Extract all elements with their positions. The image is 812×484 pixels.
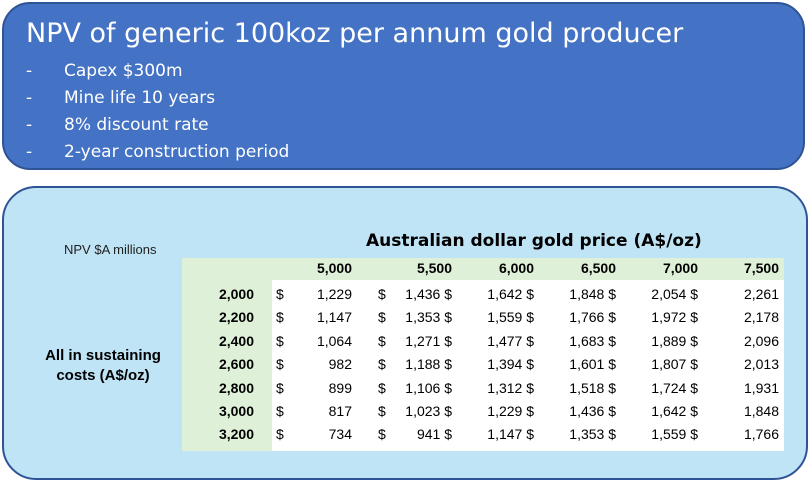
currency-symbol: $: [276, 403, 284, 419]
assumptions-list: - Capex $300m - Mine life 10 years - 8% dis…: [26, 58, 289, 166]
table-cell: 1,601 $: [569, 356, 616, 372]
table-cell: 2,178: [743, 309, 779, 325]
currency-symbol: $: [378, 356, 386, 372]
currency-symbol: $: [378, 309, 386, 325]
table-cell: 1,807 $: [651, 356, 698, 372]
currency-symbol: $: [276, 286, 284, 302]
table-cell: 1,683 $: [569, 333, 616, 349]
column-header: 6,000: [498, 260, 534, 276]
table-cell: 1,312 $: [487, 380, 534, 396]
bullet-text: Mine life 10 years: [64, 88, 216, 108]
table-cell: 1,106 $: [405, 380, 452, 396]
bullet-dash: -: [26, 142, 33, 162]
table-cell: 1,147: [316, 309, 352, 325]
currency-symbol: $: [378, 403, 386, 419]
column-axis-title: Australian dollar gold price (A$/oz): [366, 231, 702, 251]
table-cell: 1,889 $: [651, 333, 698, 349]
table-cell: 1,064: [316, 333, 352, 349]
table-cell: 1,188 $: [405, 356, 452, 372]
currency-symbol: $: [378, 380, 386, 396]
list-item: - Capex $300m: [26, 58, 289, 85]
table-cell: 1,766: [743, 426, 779, 442]
row-header: 3,200: [218, 426, 254, 442]
table-cell: 1,394 $: [487, 356, 534, 372]
bullet-text: Capex $300m: [64, 61, 183, 81]
row-header: 2,200: [218, 309, 254, 325]
list-item: - 8% discount rate: [26, 112, 289, 139]
column-header: 6,500: [580, 260, 616, 276]
table-cell: 899: [328, 380, 352, 396]
table-cell: 2,054 $: [651, 286, 698, 302]
list-item: - 2-year construction period: [26, 139, 289, 166]
row-header: 3,000: [218, 403, 254, 419]
currency-symbol: $: [378, 426, 386, 442]
table-cell: 2,013: [743, 356, 779, 372]
table-cell: 1,766 $: [569, 309, 616, 325]
table-cell: 1,023 $: [405, 403, 452, 419]
bullet-dash: -: [26, 88, 33, 108]
table-cell: 1,931: [743, 380, 779, 396]
header-panel: NPV of generic 100koz per annum gold pro…: [2, 2, 805, 170]
table-cell: 734: [328, 426, 352, 442]
column-header-band: [182, 258, 784, 280]
table-cell: 1,353 $: [405, 309, 452, 325]
table-cell: 1,642 $: [651, 403, 698, 419]
bullet-dash: -: [26, 61, 33, 81]
table-cell: 941 $: [416, 426, 452, 442]
currency-symbol: $: [378, 286, 386, 302]
bullet-text: 8% discount rate: [64, 115, 209, 135]
currency-symbol: $: [276, 426, 284, 442]
header-title: NPV of generic 100koz per annum gold pro…: [26, 18, 684, 49]
currency-symbol: $: [378, 333, 386, 349]
table-cell: 1,848 $: [569, 286, 616, 302]
column-header: 5,500: [416, 260, 452, 276]
table-cell: 1,848: [743, 403, 779, 419]
table-cell: 1,518 $: [569, 380, 616, 396]
table-cell: 1,229: [316, 286, 352, 302]
table-cell: 1,229 $: [487, 403, 534, 419]
table-cell: 1,972 $: [651, 309, 698, 325]
column-header: 7,500: [743, 260, 779, 276]
row-header-band: [182, 280, 272, 451]
values-grid: [272, 280, 784, 451]
row-header: 2,400: [218, 333, 254, 349]
table-cell: 1,147 $: [487, 426, 534, 442]
table-cell: 817: [328, 403, 352, 419]
column-header: 7,000: [662, 260, 698, 276]
table-cell: 1,436 $: [569, 403, 616, 419]
table-cell: 1,559 $: [487, 309, 534, 325]
table-cell: 1,271 $: [405, 333, 452, 349]
bullet-text: 2-year construction period: [64, 142, 290, 162]
column-header: 5,000: [316, 260, 352, 276]
row-axis-title: All in sustaining costs (A$/oz): [45, 347, 161, 384]
row-header: 2,000: [218, 286, 254, 302]
table-cell: 1,436 $: [405, 286, 452, 302]
row-header: 2,600: [218, 356, 254, 372]
currency-symbol: $: [276, 333, 284, 349]
table-cell: 2,096: [743, 333, 779, 349]
row-header: 2,800: [218, 380, 254, 396]
table-cell: 1,724 $: [651, 380, 698, 396]
table-cell: 1,477 $: [487, 333, 534, 349]
list-item: - Mine life 10 years: [26, 85, 289, 112]
currency-symbol: $: [276, 309, 284, 325]
currency-symbol: $: [276, 356, 284, 372]
table-cell: 1,353 $: [569, 426, 616, 442]
table-corner-label: NPV $A millions: [64, 242, 157, 257]
currency-symbol: $: [276, 380, 284, 396]
table-cell: 1,642 $: [487, 286, 534, 302]
table-cell: 2,261: [743, 286, 779, 302]
table-cell: 982: [328, 356, 352, 372]
bullet-dash: -: [26, 115, 33, 135]
table-cell: 1,559 $: [651, 426, 698, 442]
